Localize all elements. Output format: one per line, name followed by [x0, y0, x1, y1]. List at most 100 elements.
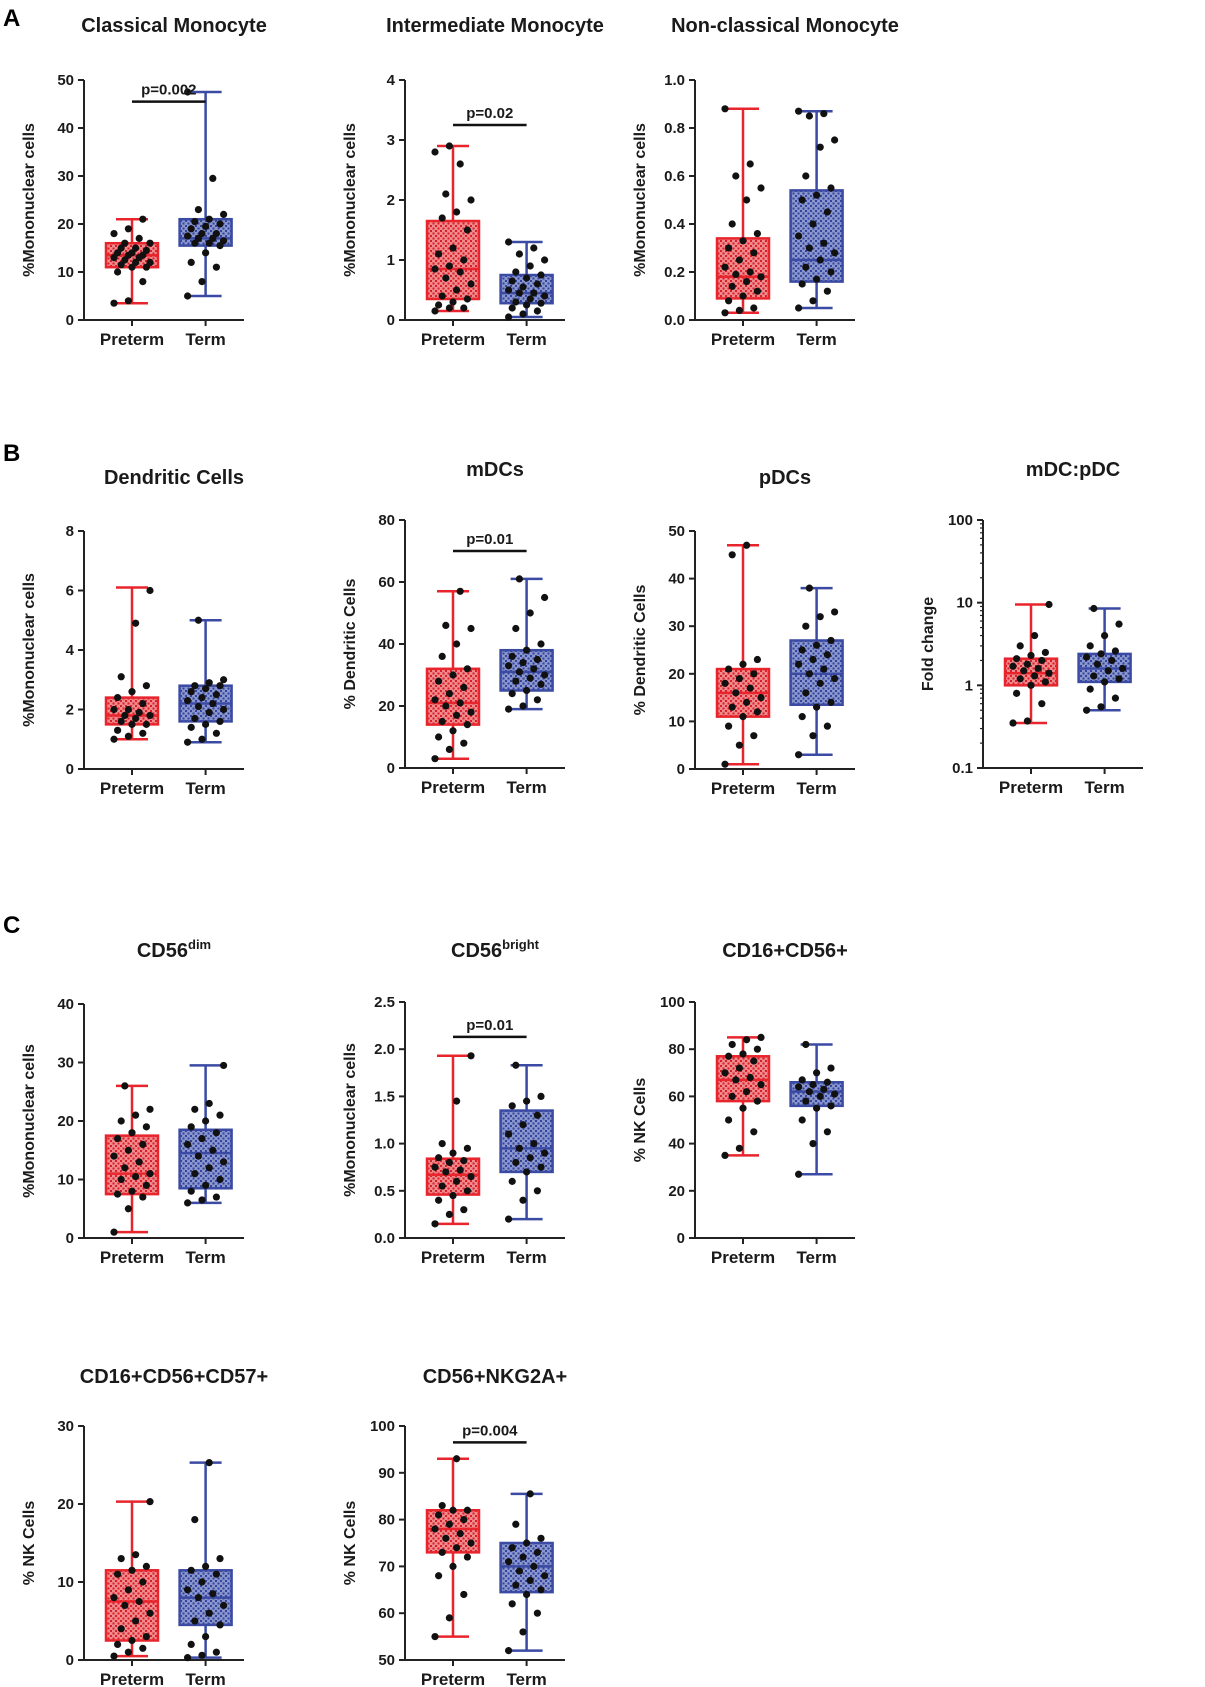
data-point [802, 689, 810, 697]
data-point [795, 1083, 803, 1091]
data-point [220, 1061, 228, 1070]
data-point [523, 274, 531, 282]
data-point [202, 1181, 210, 1189]
y-tick-label: 100 [370, 1418, 395, 1435]
data-point [508, 1600, 516, 1608]
data-point [725, 665, 733, 673]
data-point [460, 683, 468, 692]
data-point [445, 142, 453, 150]
data-point [533, 1548, 542, 1556]
data-point [117, 1117, 125, 1125]
data-point [1009, 662, 1017, 670]
y-tick-label: 100 [948, 512, 973, 529]
data-point [209, 1590, 217, 1598]
data-point [1115, 620, 1123, 628]
data-point [220, 237, 228, 245]
data-point [795, 232, 803, 240]
data-point [809, 297, 817, 305]
data-point [445, 690, 453, 698]
y-tick-label: 10 [668, 713, 685, 730]
x-tick-label: Preterm [421, 778, 485, 797]
y-tick-label: 1 [387, 252, 395, 269]
data-point [523, 1097, 531, 1105]
data-point [435, 1572, 443, 1580]
data-point [124, 705, 132, 714]
data-point [505, 1558, 513, 1566]
data-point [132, 619, 140, 627]
y-tick-label: 30 [668, 618, 685, 635]
data-point [445, 1520, 453, 1528]
data-point [205, 1609, 213, 1617]
y-tick-label: 0 [387, 312, 395, 329]
data-point [453, 208, 461, 216]
p-value-label: p=0.01 [466, 1017, 513, 1034]
data-point [198, 1651, 206, 1659]
data-point [117, 1175, 125, 1184]
x-tick-label: Preterm [711, 1248, 775, 1267]
data-point [735, 1144, 744, 1152]
data-point [117, 717, 125, 726]
chart-panel-1: Intermediate Monocyte 0 1 2 3 4 %Mononuclear c… [342, 15, 604, 349]
box-iqr [499, 648, 554, 692]
data-point [467, 196, 475, 204]
data-point [198, 694, 206, 702]
x-tick-label: Term [796, 330, 836, 349]
data-point [508, 1102, 516, 1110]
box-preterm [425, 587, 481, 763]
y-tick-label: 0 [66, 1230, 74, 1247]
y-tick-label: 20 [668, 666, 685, 683]
data-point [820, 665, 828, 673]
data-point [198, 1196, 206, 1204]
data-point [205, 215, 213, 223]
y-tick-label: 30 [57, 168, 74, 185]
data-point [526, 674, 534, 682]
data-point [187, 1187, 195, 1195]
y-tick-label: 4 [387, 72, 396, 89]
data-point [456, 1166, 464, 1174]
data-point [813, 703, 821, 711]
data-point [735, 306, 744, 314]
data-point [735, 674, 744, 683]
data-point [512, 298, 520, 306]
data-point [805, 112, 814, 120]
data-point [739, 1050, 747, 1058]
x-tick-label: Preterm [711, 779, 775, 798]
data-point [798, 646, 806, 654]
box-preterm [104, 1082, 160, 1236]
chart-panel-11: CD56+NKG2A+ 50 60 70 80 90 100 % NK Cells Preter… [342, 1366, 567, 1687]
data-point [721, 679, 729, 687]
data-point [1111, 647, 1119, 655]
data-point [537, 640, 545, 648]
data-point [1097, 650, 1105, 658]
y-tick-label: 2.5 [374, 994, 395, 1011]
y-axis-label: %Mononuclear cells [21, 1044, 38, 1198]
data-point [823, 287, 832, 295]
data-point [530, 665, 538, 673]
data-point [1090, 604, 1098, 613]
data-point [146, 1105, 154, 1113]
data-point [533, 307, 542, 315]
data-point [445, 1614, 453, 1622]
data-point [467, 280, 475, 288]
data-point [212, 1648, 220, 1656]
data-point [194, 702, 202, 711]
data-point [526, 1154, 534, 1162]
y-axis-label: %Mononuclear cells [342, 1043, 359, 1197]
data-point [438, 717, 446, 726]
data-point [216, 1111, 224, 1119]
data-point [438, 1548, 446, 1556]
data-point [146, 1170, 154, 1178]
y-tick-label: 60 [378, 574, 395, 591]
y-tick-label: 0 [677, 1230, 685, 1247]
data-point [725, 244, 733, 252]
data-point [512, 1581, 520, 1589]
data-point [523, 1539, 531, 1547]
p-value-label: p=0.01 [466, 531, 513, 548]
data-point [114, 694, 122, 702]
data-point [505, 662, 513, 670]
y-tick-label: 2 [66, 702, 74, 719]
box-term [499, 575, 554, 713]
data-point [453, 1544, 461, 1552]
x-tick-label: Preterm [999, 778, 1063, 797]
chart-panel-9: CD16+CD56+ 0 20 40 60 80 100 % NK Cells Preterm T… [632, 940, 855, 1267]
